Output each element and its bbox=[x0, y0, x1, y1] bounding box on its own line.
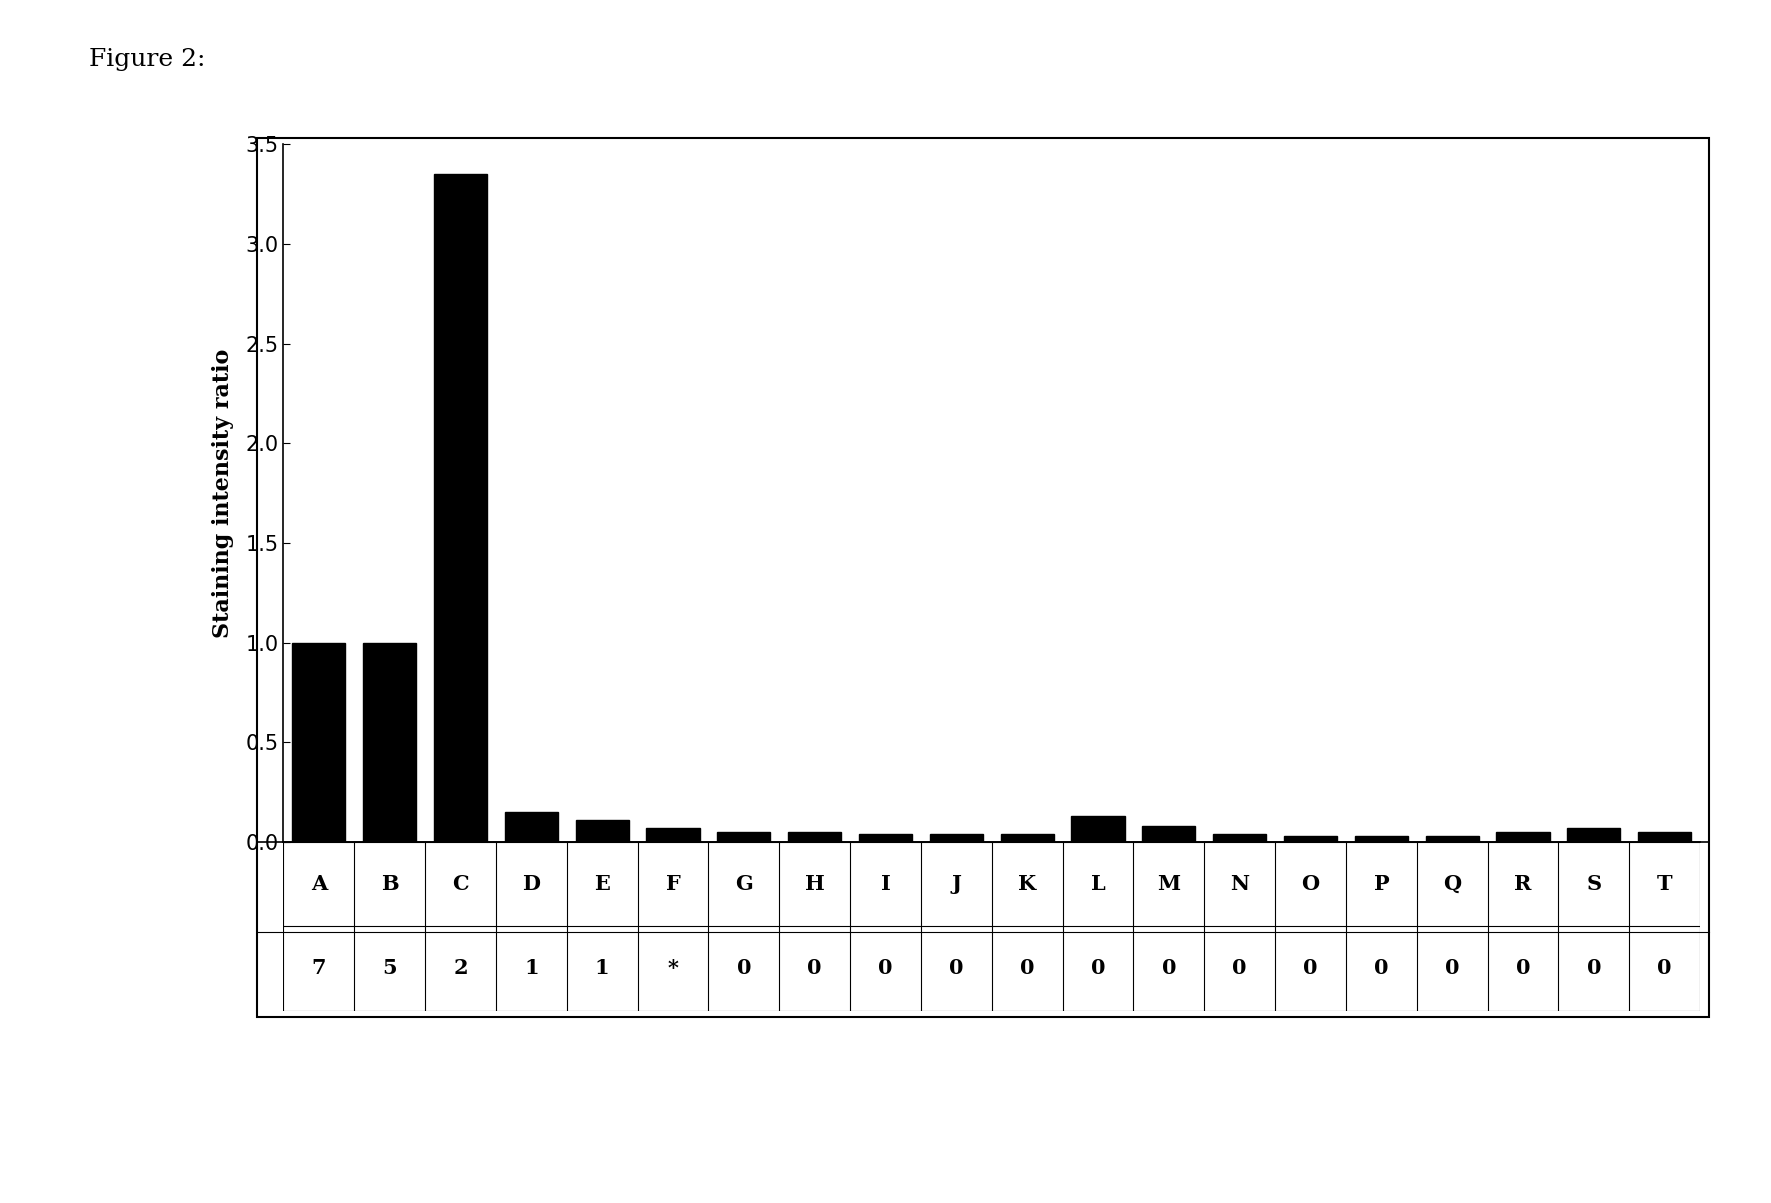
Bar bbox=[1142, 826, 1195, 842]
Text: A: A bbox=[310, 875, 328, 894]
Text: 0: 0 bbox=[737, 959, 751, 978]
Text: 0: 0 bbox=[1162, 959, 1176, 978]
Text: N: N bbox=[1231, 875, 1249, 894]
Bar bbox=[505, 812, 558, 842]
Text: 5: 5 bbox=[383, 959, 397, 978]
Text: 7: 7 bbox=[312, 959, 326, 978]
Text: 2: 2 bbox=[453, 959, 468, 978]
Text: 0: 0 bbox=[1233, 959, 1247, 978]
Bar bbox=[576, 820, 629, 842]
Text: 0: 0 bbox=[1303, 959, 1318, 978]
Bar bbox=[363, 642, 416, 842]
Text: Figure 2:: Figure 2: bbox=[89, 48, 205, 71]
Text: S: S bbox=[1587, 875, 1601, 894]
Text: 1: 1 bbox=[595, 959, 609, 978]
Text: J: J bbox=[951, 875, 962, 894]
Y-axis label: Staining intensity ratio: Staining intensity ratio bbox=[213, 349, 234, 638]
Text: F: F bbox=[666, 875, 680, 894]
Text: L: L bbox=[1091, 875, 1105, 894]
Bar bbox=[1284, 836, 1337, 842]
Text: 0: 0 bbox=[1374, 959, 1388, 978]
Text: 0: 0 bbox=[1445, 959, 1459, 978]
Text: D: D bbox=[522, 875, 540, 894]
Text: T: T bbox=[1658, 875, 1672, 894]
Text: Q: Q bbox=[1443, 875, 1461, 894]
Text: 0: 0 bbox=[878, 959, 893, 978]
Text: R: R bbox=[1514, 875, 1532, 894]
Bar bbox=[1567, 828, 1620, 842]
Bar bbox=[434, 174, 487, 842]
Text: E: E bbox=[595, 875, 609, 894]
Bar bbox=[859, 834, 912, 842]
Bar bbox=[1001, 834, 1054, 842]
Text: H: H bbox=[804, 875, 825, 894]
Bar bbox=[788, 832, 841, 842]
Bar bbox=[1638, 832, 1691, 842]
Text: 0: 0 bbox=[1658, 959, 1672, 978]
Bar bbox=[1496, 832, 1550, 842]
Bar bbox=[1213, 834, 1266, 842]
Bar bbox=[1426, 836, 1479, 842]
Text: 0: 0 bbox=[1020, 959, 1034, 978]
Bar bbox=[717, 832, 770, 842]
Text: G: G bbox=[735, 875, 753, 894]
Text: 1: 1 bbox=[524, 959, 538, 978]
Bar bbox=[1071, 816, 1125, 842]
Text: P: P bbox=[1374, 875, 1388, 894]
Text: 0: 0 bbox=[1091, 959, 1105, 978]
Text: 0: 0 bbox=[949, 959, 963, 978]
Text: 0: 0 bbox=[1587, 959, 1601, 978]
Text: 0: 0 bbox=[1516, 959, 1530, 978]
Text: K: K bbox=[1018, 875, 1036, 894]
Text: O: O bbox=[1302, 875, 1319, 894]
Text: I: I bbox=[880, 875, 891, 894]
Bar bbox=[930, 834, 983, 842]
Bar bbox=[646, 828, 700, 842]
Text: *: * bbox=[668, 959, 678, 978]
Bar bbox=[292, 642, 345, 842]
Text: M: M bbox=[1156, 875, 1181, 894]
Text: C: C bbox=[452, 875, 469, 894]
Text: 0: 0 bbox=[808, 959, 822, 978]
Bar bbox=[1355, 836, 1408, 842]
Text: B: B bbox=[381, 875, 398, 894]
